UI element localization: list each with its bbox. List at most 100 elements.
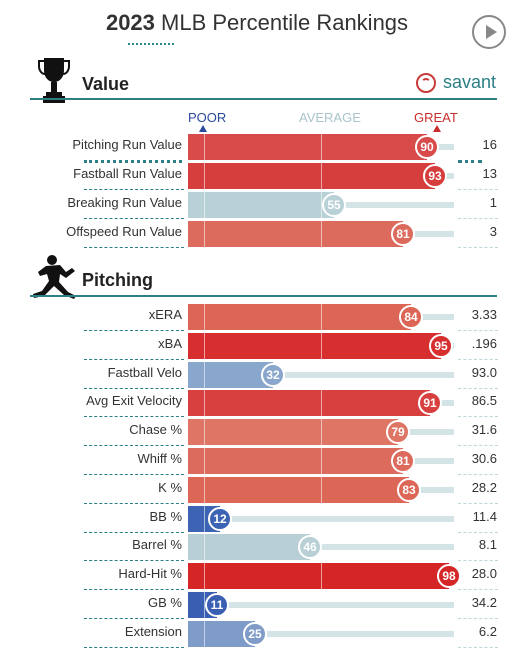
metric-label: Breaking Run Value: [67, 195, 182, 210]
scale-great-label: GREAT: [414, 110, 458, 125]
row-divider: [84, 589, 184, 591]
row-divider: [84, 330, 184, 331]
bar-gridline: [204, 419, 205, 446]
percentile-circle[interactable]: 81: [391, 222, 415, 246]
percentile-track: [188, 371, 454, 378]
value-divider: [458, 247, 498, 248]
percentile-row: xBA 95 .196: [0, 332, 514, 360]
title-text: MLB Percentile Rankings: [161, 10, 409, 35]
bar-gridline: [321, 221, 322, 247]
metric-value: 28.0: [471, 566, 497, 582]
percentile-circle[interactable]: 55: [322, 193, 346, 217]
percentile-row: Pitching Run Value 90 16: [0, 133, 514, 163]
percentile-row: Barrel % 46 8.1: [0, 533, 514, 562]
percentile-track: [188, 630, 454, 637]
metric-value: 6.2: [478, 623, 497, 639]
value-divider: [458, 189, 498, 190]
percentile-circle[interactable]: 81: [391, 449, 415, 473]
savant-text: savant: [443, 72, 497, 92]
percentile-circle[interactable]: 12: [208, 506, 232, 531]
percentile-circle[interactable]: 79: [386, 420, 410, 445]
percentile-bar: [188, 192, 334, 218]
bar-gridline: [321, 448, 322, 474]
percentile-row: Avg Exit Velocity 91 86.5: [0, 389, 514, 418]
value-divider: [458, 502, 498, 504]
value-divider: [458, 618, 498, 619]
percentile-circle[interactable]: 11: [205, 593, 229, 617]
bar-gridline: [204, 476, 205, 503]
percentile-circle[interactable]: 46: [298, 535, 322, 560]
percentile-row: BB % 12 11.4: [0, 505, 514, 533]
row-divider: [84, 445, 184, 447]
metric-label: xERA: [148, 307, 182, 322]
bar-gridline: [321, 163, 322, 189]
bar-gridline: [321, 476, 322, 503]
percentile-row: Extension 25 6.2: [0, 620, 514, 648]
percentile-circle[interactable]: 93: [423, 164, 447, 188]
percentile-circle[interactable]: 84: [399, 305, 423, 329]
percentile-row: Whiff % 81 30.6: [0, 447, 514, 475]
bar-gridline: [204, 448, 205, 474]
row-divider: [84, 531, 184, 533]
percentile-row: Breaking Run Value 55 1: [0, 191, 514, 219]
title-year: 2023: [105, 10, 155, 35]
percentile-bar: [188, 448, 403, 474]
percentile-circle[interactable]: 32: [261, 362, 285, 387]
percentile-bar: [188, 332, 441, 359]
row-divider: [84, 218, 184, 219]
section-divider-value: [30, 98, 497, 100]
percentile-bar: [188, 534, 310, 561]
row-divider: [84, 416, 184, 418]
metric-label: Hard-Hit %: [118, 566, 182, 582]
section-divider-pitching: [30, 295, 497, 297]
percentile-row: Fastball Velo 32 93.0: [0, 361, 514, 389]
bar-gridline: [204, 304, 205, 330]
value-divider: [458, 416, 498, 418]
play-button[interactable]: [472, 15, 506, 49]
bar-gridline: [204, 163, 205, 189]
percentile-circle[interactable]: 90: [415, 135, 439, 159]
percentile-track: [188, 515, 454, 522]
page-title: 2023 MLB Percentile Rankings: [0, 10, 514, 36]
percentile-bar: [188, 476, 409, 503]
scale-average-label: AVERAGE: [299, 110, 361, 125]
metric-label: Fastball Run Value: [73, 166, 182, 181]
percentile-circle[interactable]: 25: [243, 621, 267, 646]
percentile-circle[interactable]: 83: [397, 477, 421, 502]
value-divider: [458, 218, 498, 219]
metric-value: 28.2: [471, 479, 497, 495]
metric-value: 16: [482, 137, 497, 152]
bar-gridline: [204, 592, 205, 618]
value-divider: [458, 387, 498, 389]
section-title-pitching: Pitching: [82, 270, 153, 290]
section-title-value: Value: [82, 74, 130, 94]
percentile-bar: [188, 221, 403, 247]
metric-value: 86.5: [471, 393, 497, 409]
percentile-bar: [188, 134, 427, 160]
row-divider: [84, 618, 184, 619]
bar-gridline: [321, 304, 322, 330]
percentile-bar: [188, 390, 430, 417]
metric-value: 30.6: [471, 451, 497, 466]
percentile-circle[interactable]: 91: [418, 391, 442, 416]
metric-label: Extension: [124, 623, 182, 639]
percentile-circle[interactable]: 95: [429, 333, 453, 358]
row-divider: [84, 560, 184, 562]
metric-value: 93.0: [471, 364, 497, 380]
value-divider: [458, 160, 482, 163]
percentile-circle[interactable]: 98: [437, 564, 461, 589]
value-divider: [458, 646, 498, 648]
bar-gridline: [204, 505, 205, 532]
percentile-row: GB % 11 34.2: [0, 591, 514, 619]
bar-gridline: [321, 192, 322, 218]
bar-gridline: [321, 419, 322, 446]
metric-label: K %: [158, 479, 182, 495]
great-marker-icon: [433, 125, 441, 132]
metric-value: 11.4: [472, 508, 497, 524]
title-underline: [128, 43, 174, 45]
value-divider: [458, 589, 498, 591]
pitcher-icon: [33, 255, 76, 299]
metric-value: 34.2: [471, 595, 497, 610]
metric-value: 13: [482, 166, 497, 181]
percentile-bar: [188, 419, 398, 446]
